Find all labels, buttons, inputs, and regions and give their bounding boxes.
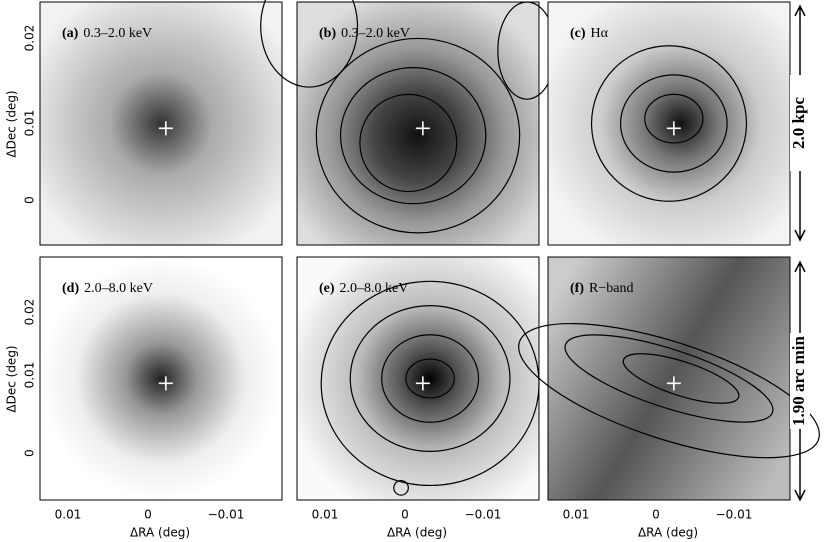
panel-label: (b) 0.3–2.0 keV [319, 26, 410, 41]
x-tick-label: 0.01 [55, 508, 82, 522]
center-cross [666, 376, 681, 391]
panel-label: (c) Hα [570, 26, 609, 41]
contour [590, 45, 748, 202]
panel: (b) 0.3–2.0 keV [260, 0, 557, 246]
y-tick-label: 0.01 [23, 362, 37, 389]
panel-id: (f) [570, 281, 584, 296]
scale-bar-gap [790, 333, 810, 429]
panel-image [39, 256, 283, 501]
panel-band: 2.0–8.0 keV [84, 281, 153, 296]
panel-image [547, 256, 791, 501]
x-tick-label: −0.01 [208, 508, 245, 522]
y-axis-label: ΔDec (deg) [5, 90, 19, 157]
panel-label: (d) 2.0–8.0 keV [62, 281, 153, 296]
x-tick-label: 0.01 [312, 508, 339, 522]
contour [393, 479, 409, 496]
panel-label: (e) 2.0–8.0 keV [319, 281, 408, 296]
contour [315, 37, 521, 234]
contour [349, 305, 511, 453]
panel-image [547, 1, 791, 246]
panel: (e) 2.0–8.0 keV [296, 256, 540, 501]
contour [564, 334, 774, 423]
contour [518, 322, 820, 459]
y-tick-label: 0 [23, 196, 37, 204]
scale-bar-gap [790, 75, 810, 171]
y-tick-label: 0.02 [23, 25, 37, 52]
panel-label: (a) 0.3–2.0 keV [62, 26, 152, 41]
contour [359, 93, 458, 193]
contour [320, 280, 540, 487]
x-tick-label: 0 [401, 508, 409, 522]
scale-bar-label: 2.0 kpc [789, 97, 808, 149]
contour [622, 353, 740, 404]
panel-band: R−band [589, 281, 633, 296]
panel-id: (c) [570, 26, 586, 41]
panel-label: (f) R−band [570, 281, 633, 296]
panel-band: 0.3–2.0 keV [341, 26, 410, 41]
panels: (a) 0.3–2.0 keV (b) 0.3–2.0 keV (c) Hα (d) 2.0–… [5, 0, 820, 540]
scale-bar-label: 1.90 arc min [789, 336, 808, 426]
center-cross [415, 376, 430, 391]
panel-id: (a) [62, 26, 79, 41]
center-cross [666, 121, 681, 136]
x-tick-label: −0.01 [465, 508, 502, 522]
panel-id: (b) [319, 26, 336, 41]
panel-id: (e) [319, 281, 335, 296]
center-cross [158, 376, 173, 391]
center-cross [415, 121, 430, 136]
panel-band: Hα [591, 26, 609, 41]
contour [381, 334, 480, 423]
y-tick-label: 0 [23, 449, 37, 457]
x-tick-label: 0.01 [563, 508, 590, 522]
x-tick-label: 0 [144, 508, 152, 522]
contour [644, 93, 704, 144]
y-axis-label: ΔDec (deg) [5, 345, 19, 412]
x-tick-label: 0 [652, 508, 660, 522]
panel: (f) R−band [518, 256, 820, 501]
panel-image [39, 1, 283, 246]
contour [620, 74, 728, 173]
panel-band: 2.0–8.0 keV [340, 281, 409, 296]
x-axis-label: ΔRA (deg) [130, 526, 190, 540]
contour [339, 67, 487, 205]
panel-image [296, 256, 540, 501]
contour [405, 358, 455, 399]
center-cross [158, 121, 173, 136]
panel-band: 0.3–2.0 keV [83, 26, 152, 41]
x-axis-label: ΔRA (deg) [638, 526, 698, 540]
x-tick-label: −0.01 [716, 508, 753, 522]
panel-id: (d) [62, 281, 79, 296]
y-tick-label: 0.02 [23, 299, 37, 326]
panel: (c) Hα [547, 1, 791, 246]
panel: (d) 2.0–8.0 keV [39, 256, 283, 501]
x-axis-label: ΔRA (deg) [387, 526, 447, 540]
y-tick-label: 0.01 [23, 110, 37, 137]
panel: (a) 0.3–2.0 keV [39, 1, 283, 246]
